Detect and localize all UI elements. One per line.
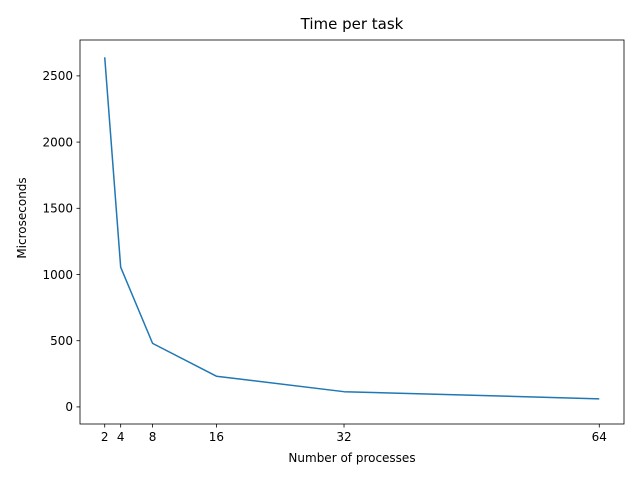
y-tick-label: 0 bbox=[65, 400, 73, 414]
y-tick-label: 2000 bbox=[42, 135, 73, 149]
x-axis-ticks: 2 4 8 16 32 64 bbox=[101, 424, 607, 444]
y-tick-label: 500 bbox=[50, 334, 73, 348]
axes-frame bbox=[79, 39, 625, 425]
plot-area-border bbox=[79, 39, 625, 425]
y-tick-label: 1000 bbox=[42, 268, 73, 282]
x-tick-label: 32 bbox=[336, 430, 351, 444]
x-tick-label: 64 bbox=[592, 430, 607, 444]
y-axis-ticks: 0 500 1000 1500 2000 2500 bbox=[42, 69, 80, 414]
x-tick-label: 4 bbox=[117, 430, 125, 444]
y-tick-label: 1500 bbox=[42, 202, 73, 216]
series-line-0 bbox=[103, 57, 600, 400]
x-tick-label: 2 bbox=[101, 430, 109, 444]
x-axis-label: Number of processes bbox=[288, 451, 415, 465]
y-axis-label: Microseconds bbox=[15, 177, 29, 258]
series-layer bbox=[103, 57, 600, 400]
chart-title: Time per task bbox=[300, 15, 404, 33]
y-tick-label: 2500 bbox=[42, 69, 73, 83]
x-tick-label: 16 bbox=[209, 430, 224, 444]
x-tick-label: 8 bbox=[149, 430, 157, 444]
